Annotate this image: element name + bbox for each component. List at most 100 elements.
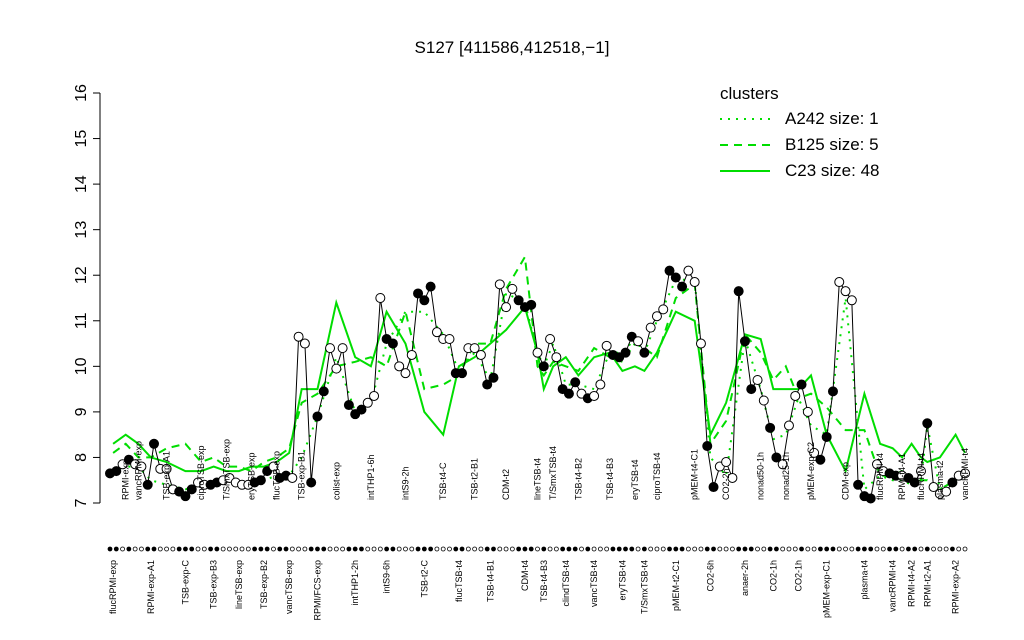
data-point bbox=[595, 379, 606, 390]
data-point bbox=[501, 302, 512, 313]
y-tick-label: 15 bbox=[73, 130, 90, 148]
cluster-strip-dot bbox=[742, 546, 748, 552]
data-point bbox=[570, 377, 581, 388]
cluster-strip-dot bbox=[918, 546, 924, 552]
group-label: TSB-t4-B1 bbox=[485, 560, 495, 602]
data-point bbox=[815, 454, 826, 465]
group-label: flucRPMI-exp bbox=[108, 560, 118, 614]
group-label: lineTSB-t4 bbox=[533, 458, 543, 500]
cluster-strip-dot bbox=[711, 546, 716, 552]
cluster-strip-dot bbox=[786, 546, 792, 552]
cluster-strip-dot bbox=[447, 546, 452, 552]
data-point bbox=[136, 461, 147, 472]
cluster-strip-dot bbox=[528, 546, 534, 552]
cluster-strip-dot bbox=[654, 546, 660, 552]
group-label: eryTSB-t4 bbox=[617, 560, 627, 601]
cluster-strip-dot bbox=[327, 546, 333, 552]
group-label: TSB-exp-B3 bbox=[209, 560, 219, 609]
cluster-strip-dot bbox=[258, 546, 264, 552]
data-point bbox=[790, 390, 801, 401]
cluster-strip-dot bbox=[283, 546, 289, 552]
group-label: TSB-exp-B1 bbox=[297, 451, 307, 500]
cluster-strip-dot bbox=[120, 546, 125, 552]
data-point bbox=[758, 395, 769, 406]
data-point bbox=[526, 299, 537, 310]
data-point bbox=[149, 438, 160, 449]
data-point bbox=[161, 463, 172, 474]
group-label: pMEM-t2-C1 bbox=[671, 560, 681, 611]
group-label: TSB-t4-B3 bbox=[605, 458, 615, 500]
group-label: RPMI-exp bbox=[121, 460, 131, 500]
data-point bbox=[369, 390, 380, 401]
group-label: eryTSB-t4 bbox=[630, 459, 640, 500]
cluster-strip-dot bbox=[635, 546, 641, 552]
group-label: anaer-2h bbox=[740, 560, 750, 596]
cluster-strip-dot bbox=[723, 546, 729, 552]
cluster-strip-dot bbox=[729, 546, 735, 552]
cluster-strip-dot bbox=[371, 546, 377, 552]
cluster-strip-dot bbox=[912, 546, 918, 552]
group-label: CO2-1h bbox=[768, 560, 778, 592]
group-label: intS9-6h bbox=[382, 560, 392, 594]
cluster-strip-dot bbox=[516, 546, 522, 552]
y-tick-label: 12 bbox=[73, 266, 90, 284]
group-label: pMEM-exp-C1 bbox=[822, 560, 832, 618]
data-point bbox=[513, 295, 524, 306]
data-point bbox=[563, 388, 574, 399]
group-label: colist-exp bbox=[331, 462, 341, 500]
cluster-strip-dot bbox=[591, 546, 597, 552]
data-point bbox=[840, 286, 851, 297]
cluster-strip-dot bbox=[277, 546, 283, 552]
cluster-strip-dot bbox=[792, 546, 798, 552]
cluster-strip-dot bbox=[535, 546, 540, 552]
cluster-strip-dot bbox=[641, 546, 647, 552]
group-label: RPMI-t4-A1 bbox=[897, 453, 907, 500]
cluster-strip-dot bbox=[252, 546, 257, 552]
cluster-strip-dot bbox=[340, 546, 346, 552]
y-tick-label: 9 bbox=[73, 407, 90, 416]
cluster-strip-dot bbox=[145, 546, 151, 552]
data-point bbox=[431, 327, 442, 338]
data-point bbox=[425, 281, 436, 292]
cluster-strip-dot bbox=[421, 546, 427, 552]
group-label: T/SmxTSB-t4 bbox=[548, 446, 558, 500]
cluster-strip-dot bbox=[560, 546, 566, 552]
cluster-strip-dot bbox=[767, 546, 773, 552]
data-point bbox=[909, 477, 920, 488]
cluster-strip-dot bbox=[176, 546, 182, 552]
cluster-strip-dot bbox=[214, 546, 220, 552]
data-point bbox=[331, 363, 342, 374]
y-tick-label: 8 bbox=[73, 453, 90, 462]
cluster-strip-dot bbox=[509, 546, 515, 552]
cluster-strip-dot bbox=[503, 546, 509, 552]
group-label: T/SmxTSB-exp bbox=[221, 439, 231, 500]
data-point bbox=[325, 343, 336, 354]
cluster-strip-dot bbox=[962, 546, 968, 552]
cluster-strip-dot bbox=[321, 546, 327, 552]
data-point bbox=[545, 334, 556, 344]
y-tick-label: 10 bbox=[73, 357, 90, 375]
group-label: lineTSB-exp bbox=[234, 560, 244, 609]
cluster-strip-dot bbox=[773, 546, 779, 552]
cluster-strip-dot bbox=[698, 546, 704, 552]
data-point bbox=[809, 447, 820, 458]
cluster-strip-dot bbox=[434, 546, 440, 552]
data-point bbox=[677, 281, 688, 292]
cluster-strip-dot bbox=[862, 546, 867, 552]
group-label: CDM-t4 bbox=[520, 560, 530, 591]
cluster-strip-dot bbox=[390, 546, 396, 552]
chart-title: S127 [411586,412518,−1] bbox=[415, 38, 610, 57]
cluster-strip-dot bbox=[943, 546, 949, 552]
cluster-strip-dot bbox=[465, 546, 471, 552]
cluster-strip-dot bbox=[478, 546, 484, 552]
data-point bbox=[306, 477, 317, 488]
cluster-strip-dot bbox=[164, 546, 169, 552]
y-tick-label: 13 bbox=[73, 221, 90, 239]
cluster-strip-dot bbox=[541, 546, 547, 552]
legend-label: C23 size: 48 bbox=[785, 161, 880, 180]
cluster-strip-dot bbox=[924, 546, 930, 552]
y-tick-label: 7 bbox=[73, 498, 90, 507]
data-point bbox=[821, 431, 832, 442]
group-label: CO2-2h bbox=[721, 468, 731, 500]
